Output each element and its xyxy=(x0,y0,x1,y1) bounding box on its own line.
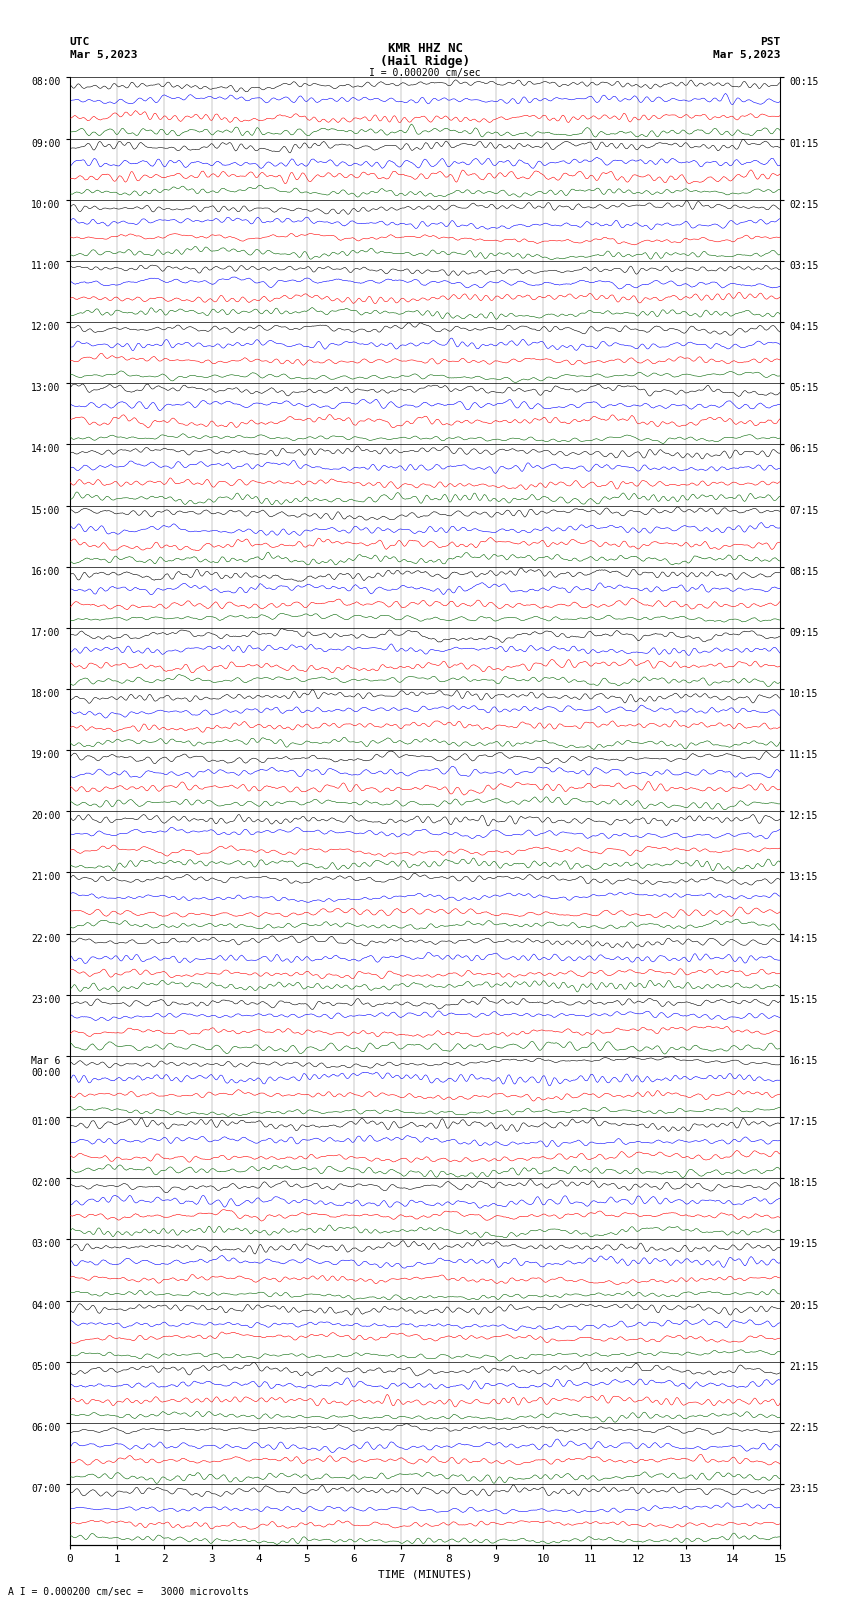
Text: UTC: UTC xyxy=(70,37,90,47)
Text: Mar 5,2023: Mar 5,2023 xyxy=(70,50,137,60)
Text: KMR HHZ NC: KMR HHZ NC xyxy=(388,42,462,55)
Text: (Hail Ridge): (Hail Ridge) xyxy=(380,55,470,68)
Text: I = 0.000200 cm/sec: I = 0.000200 cm/sec xyxy=(369,68,481,77)
Text: A I = 0.000200 cm/sec =   3000 microvolts: A I = 0.000200 cm/sec = 3000 microvolts xyxy=(8,1587,249,1597)
Text: PST: PST xyxy=(760,37,780,47)
Text: Mar 5,2023: Mar 5,2023 xyxy=(713,50,780,60)
X-axis label: TIME (MINUTES): TIME (MINUTES) xyxy=(377,1569,473,1579)
